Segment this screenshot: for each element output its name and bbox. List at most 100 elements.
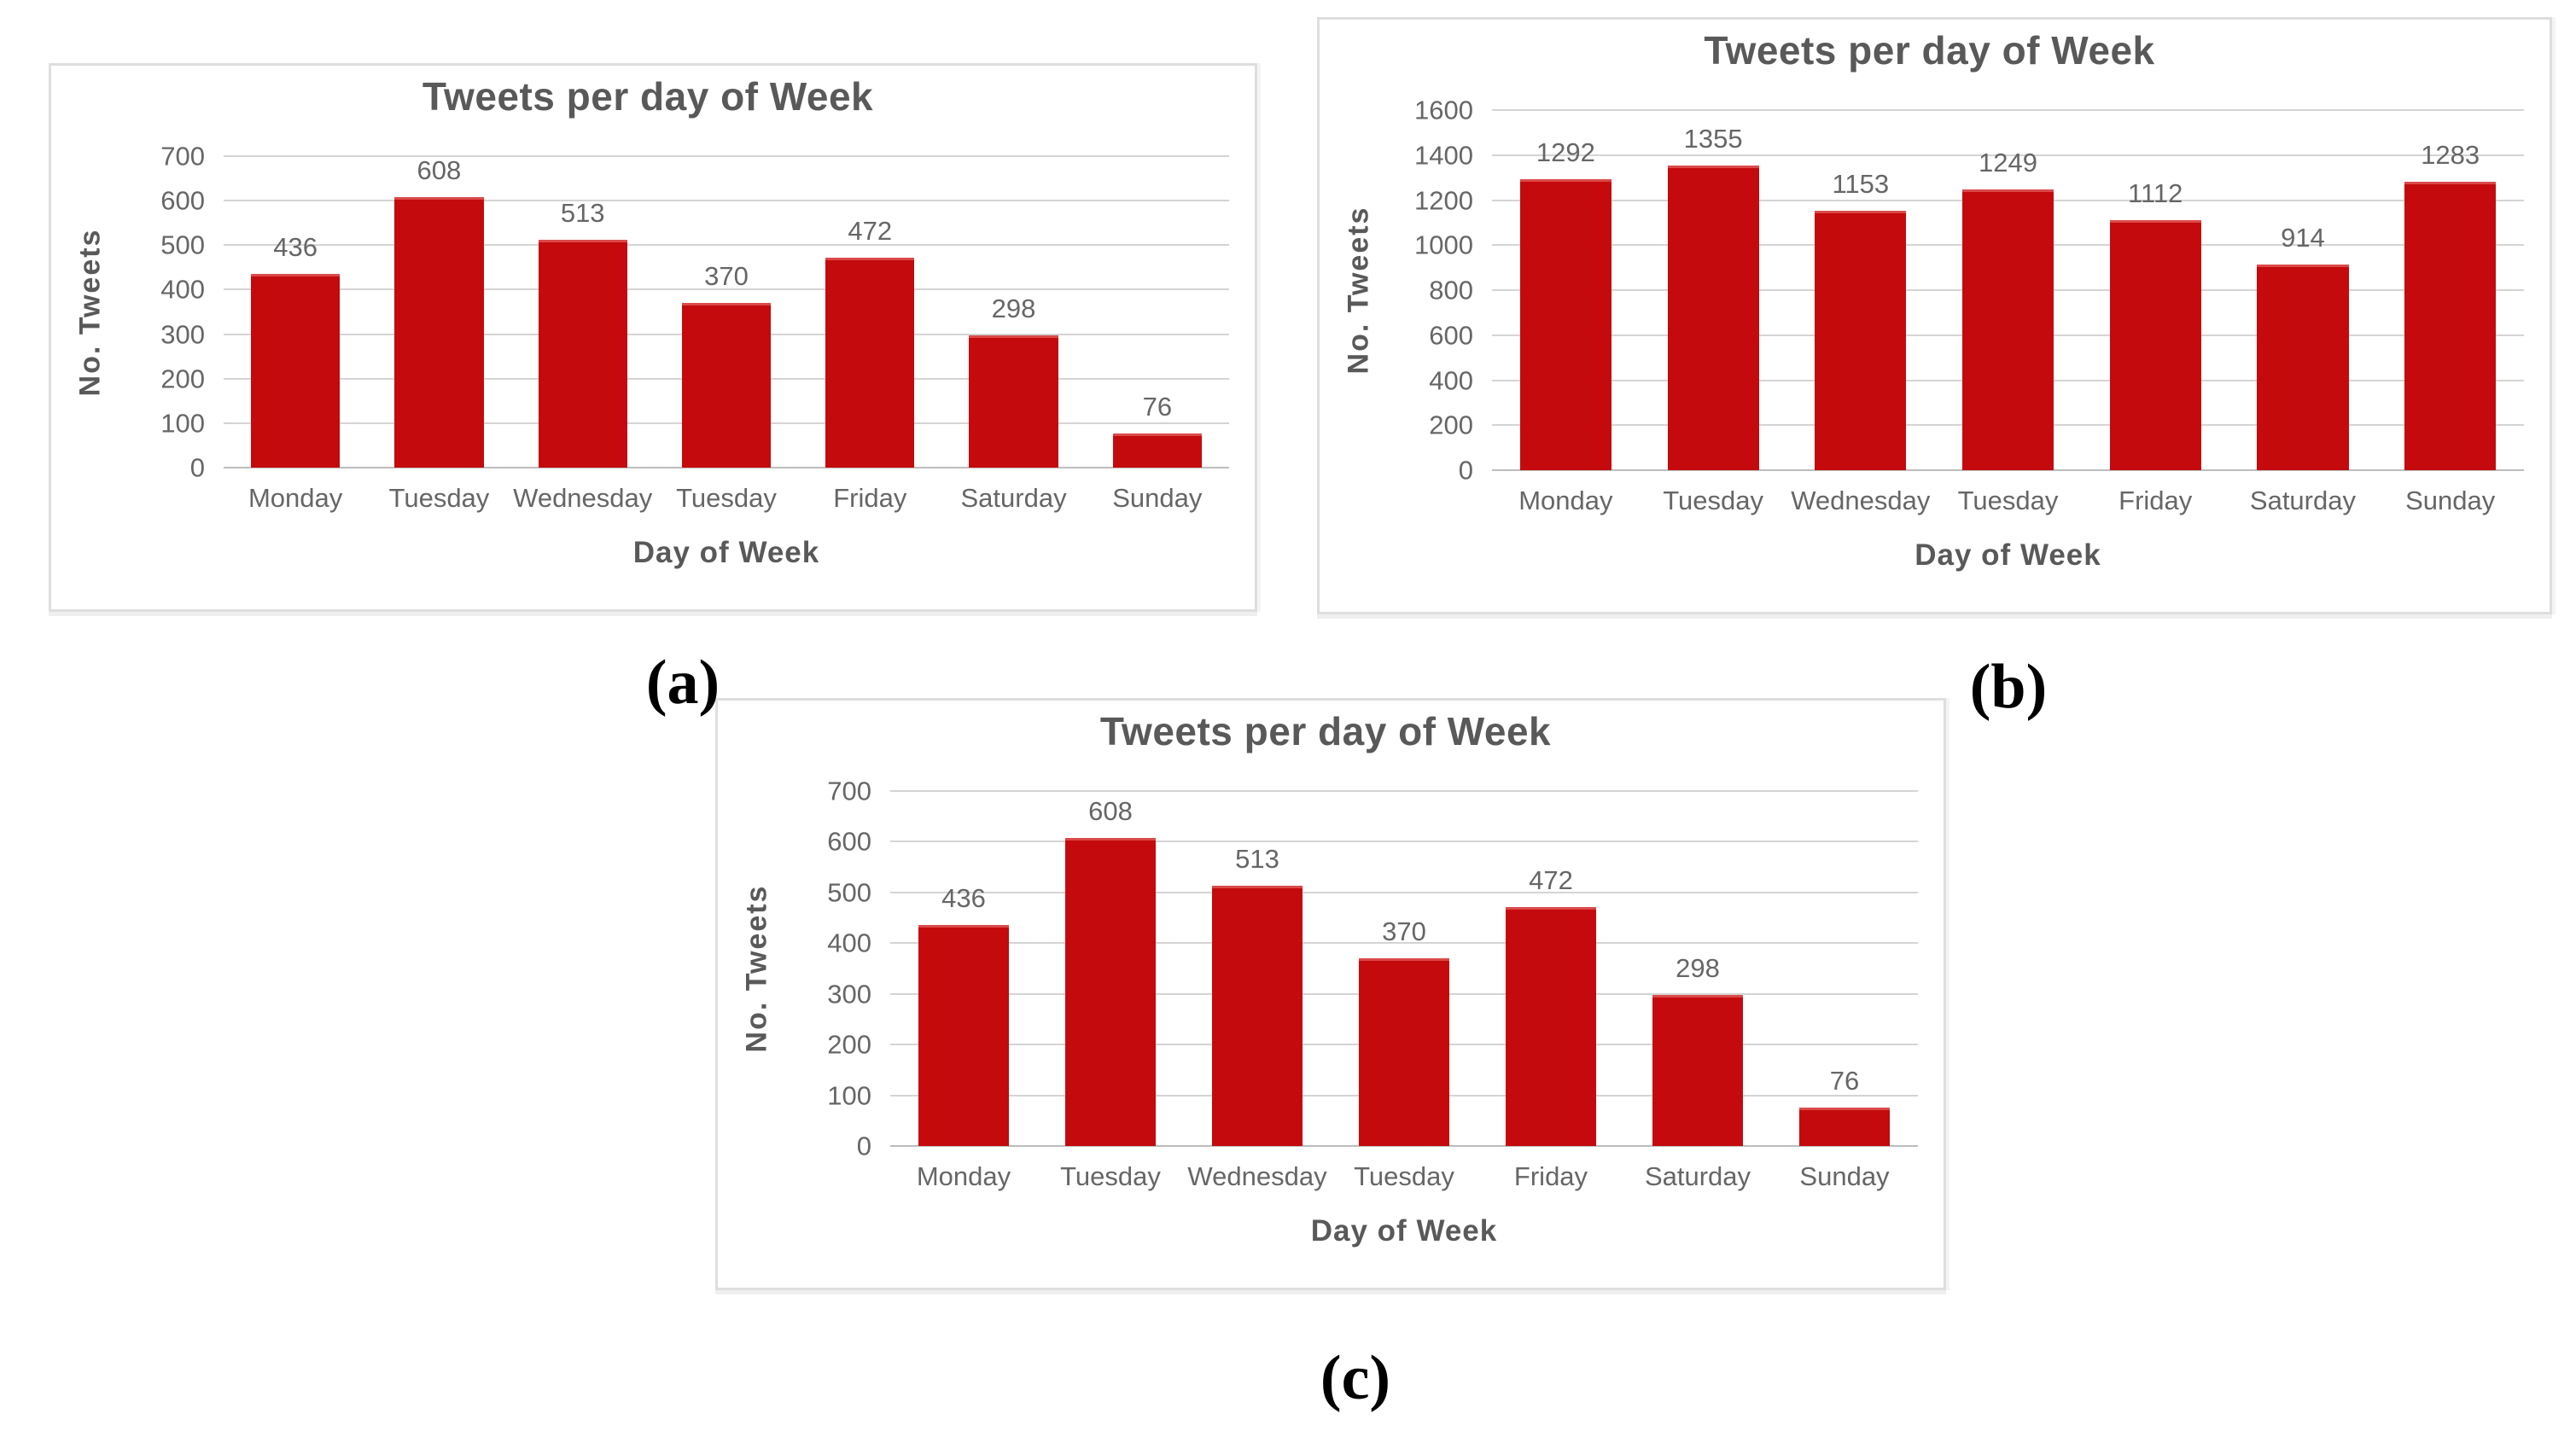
bar-value-label: 472 (848, 215, 893, 246)
bar-value-label: 472 (1529, 864, 1573, 895)
bar (538, 239, 627, 468)
x-axis-tick-label: Monday (916, 1161, 1011, 1191)
subfigure-label-b: (b) (1969, 652, 2048, 722)
subfigure-label-c: (c) (1320, 1343, 1391, 1413)
bar (2257, 264, 2349, 470)
bar-value-label: 513 (1235, 844, 1279, 875)
y-axis-title-cell: No. Tweets (1335, 110, 1383, 470)
y-axis-tick-label: 1600 (1414, 95, 1473, 125)
bar-slot: 1112 (2082, 110, 2229, 470)
bar-slot: 1283 (2376, 110, 2524, 470)
bar (1798, 1107, 1891, 1146)
y-axis-tick-label: 400 (1429, 365, 1473, 395)
gridline (890, 790, 1918, 792)
gridline (224, 155, 1229, 157)
bar-slot: 472 (1477, 791, 1624, 1146)
plot-area: 436 608 513 370 472 298 76 (224, 155, 1229, 468)
bar-slot: 298 (1624, 791, 1771, 1146)
y-axis-tick-label: 700 (827, 776, 871, 806)
plot-area: 1292 1355 1153 1249 1112 914 1283 (1492, 109, 2524, 471)
x-axis-tick-label: Tuesday (1957, 486, 2059, 515)
chart-panel-b: Tweets per day of Week No. Tweets 0 200 40… (1317, 17, 2552, 614)
y-axis-tick-label: 0 (189, 452, 205, 483)
x-axis-tick-label: Wednesday (1791, 486, 1931, 515)
y-axis-title: No. Tweets (73, 228, 107, 396)
y-axis-tick-label: 1200 (1414, 185, 1473, 215)
bar-slot: 608 (367, 156, 510, 468)
bar-value-label: 1153 (1832, 168, 1890, 199)
plot-area: 436 608 513 370 472 298 76 (890, 790, 1918, 1147)
subfigure-label-a: (a) (645, 648, 720, 718)
y-axis-tick-label: 200 (1429, 410, 1473, 440)
bar (1519, 179, 1611, 470)
bar-slot: 436 (224, 156, 367, 468)
bar (1652, 994, 1744, 1146)
bar-value-label: 1355 (1683, 123, 1743, 154)
x-axis-tick-label: Tuesday (1663, 486, 1763, 515)
y-axis-tick-label: 800 (1429, 275, 1473, 305)
y-axis-tick-label: 600 (827, 826, 871, 857)
y-axis-tick-label: 0 (856, 1131, 871, 1161)
x-axis-tick-label: Wednesday (1187, 1161, 1327, 1191)
bar-value-label: 436 (273, 231, 318, 262)
x-axis-tick-labels: Monday Tuesday Wednesday Tuesday Friday Satur… (890, 1146, 1918, 1195)
chart-area: No. Tweets 0 200 400 600 800 1000 1200 1400 1600… (1335, 97, 2524, 574)
bar (1667, 165, 1759, 470)
gridline (224, 467, 1229, 468)
bar (918, 924, 1010, 1146)
chart-area: No. Tweets 0 100 200 300 400 500 600 700 436 608… (733, 778, 1918, 1250)
y-axis-tick-labels: 0 100 200 300 400 500 600 700 (125, 143, 213, 481)
bar-slot: 513 (511, 156, 655, 468)
bar-slot: 436 (890, 791, 1037, 1146)
chart-title: Tweets per day of Week (422, 74, 874, 119)
bar (825, 257, 915, 468)
x-axis-tick-label: Tuesday (1354, 1161, 1454, 1191)
bar-slot: 1292 (1492, 110, 1640, 470)
x-axis-tick-label: Sunday (2405, 486, 2496, 515)
y-axis-tick-label: 600 (160, 185, 205, 216)
x-axis-tick-label: Friday (2118, 486, 2193, 515)
x-axis-tick-label: Monday (248, 483, 343, 513)
bar-value-label: 1283 (2421, 139, 2480, 170)
bar-series: 1292 1355 1153 1249 1112 914 1283 (1492, 110, 2524, 470)
bar-slot: 472 (798, 156, 941, 468)
chart-area: No. Tweets 0 100 200 300 400 500 600 700 436 608… (67, 143, 1229, 572)
x-axis-title: Day of Week (632, 536, 820, 569)
bar-slot: 513 (1184, 791, 1331, 1146)
bar (969, 334, 1058, 468)
bar-slot: 370 (1331, 791, 1477, 1146)
bar-slot: 370 (655, 156, 798, 468)
bar-value-label: 436 (941, 882, 986, 913)
bar-value-label: 914 (2281, 222, 2325, 253)
bar-slot: 1355 (1640, 110, 1787, 470)
y-axis-title-cell: No. Tweets (67, 156, 114, 468)
x-axis-tick-label: Tuesday (1060, 1161, 1161, 1191)
bar (1211, 886, 1303, 1146)
x-axis-title: Day of Week (1310, 1214, 1498, 1248)
x-axis-tick-labels: Monday Tuesday Wednesday Tuesday Friday Satur… (224, 468, 1229, 517)
x-axis-tick-labels: Monday Tuesday Wednesday Tuesday Friday Satur… (1492, 470, 2524, 520)
y-axis-tick-label: 400 (827, 928, 871, 958)
bar-value-label: 298 (1676, 952, 1720, 983)
bar-value-label: 76 (1829, 1065, 1860, 1096)
bar-series: 436 608 513 370 472 298 76 (890, 791, 1918, 1146)
bar-value-label: 76 (1142, 392, 1173, 422)
y-axis-tick-label: 1400 (1414, 140, 1473, 171)
y-axis-title-cell: No. Tweets (733, 791, 781, 1146)
gridline (890, 841, 1918, 843)
y-axis-title: No. Tweets (740, 884, 773, 1053)
y-axis-tick-label: 600 (1429, 320, 1473, 351)
y-axis-tick-label: 1000 (1414, 230, 1473, 260)
bar-value-label: 513 (560, 197, 605, 228)
gridline (890, 942, 1918, 945)
bar-series: 436 608 513 370 472 298 76 (224, 156, 1229, 468)
bar (2109, 219, 2201, 470)
x-axis-tick-label: Wednesday (513, 483, 653, 513)
gridline (890, 891, 1918, 893)
x-axis-tick-label: Monday (1518, 486, 1613, 515)
x-axis-tick-label: Tuesday (676, 483, 777, 513)
y-axis-title: No. Tweets (1342, 206, 1375, 375)
gridline (890, 1145, 1918, 1147)
bar (250, 273, 341, 468)
